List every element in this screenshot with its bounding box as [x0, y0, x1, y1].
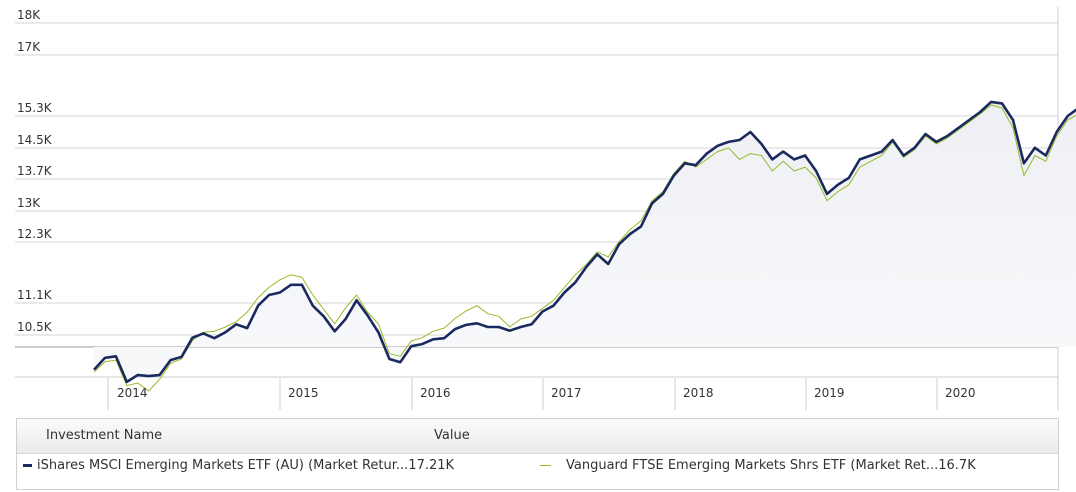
legend-table: Investment Name Value iShares MSCI Emerg…: [16, 418, 1059, 490]
legend-swatch-ishares: [23, 464, 32, 467]
legend-entry-vanguard[interactable]: Vanguard FTSE Emerging Markets Shrs ETF …: [566, 458, 976, 473]
y-tick-label: 12.3K: [17, 227, 53, 241]
legend-header: Investment Name Value: [17, 419, 1058, 454]
legend-swatch-vanguard: [540, 465, 551, 466]
legend-value-vanguard: 16.7K: [938, 458, 976, 473]
x-tick-label: 2017: [551, 386, 582, 400]
x-tick-label: 2020: [945, 386, 976, 400]
legend-entry-ishares[interactable]: iShares MSCI Emerging Markets ETF (AU) (…: [37, 458, 454, 473]
x-tick-label: 2019: [814, 386, 845, 400]
legend-name-vanguard: Vanguard FTSE Emerging Markets Shrs ETF …: [566, 458, 939, 473]
x-tick-label: 2016: [420, 386, 451, 400]
series-line-vanguard[interactable]: [93, 65, 1076, 392]
y-axis-labels: 18K 17K 15.3K 14.5K 13.7K 13K 12.3K 11.1K 10.5K: [17, 8, 53, 334]
y-tick-label: 17K: [17, 40, 41, 54]
series-line-ishares[interactable]: [93, 50, 1076, 384]
x-axis: 2014 2015 2016 2017 2018 2019 2020: [107, 378, 976, 410]
y-tick-label: 11.1K: [17, 288, 53, 302]
legend-name-ishares: iShares MSCI Emerging Markets ETF (AU) (…: [37, 458, 409, 473]
value-header: Value: [434, 428, 470, 443]
y-tick-label: 13.7K: [17, 164, 53, 178]
y-tick-label: 10.5K: [17, 320, 53, 334]
y-tick-label: 14.5K: [17, 133, 53, 147]
legend-value-ishares: 17.21K: [408, 458, 455, 473]
y-tick-label: 18K: [17, 8, 41, 22]
x-tick-label: 2015: [288, 386, 319, 400]
x-tick-label: 2018: [683, 386, 714, 400]
y-tick-label: 13K: [17, 196, 41, 210]
investment-name-header: Investment Name: [46, 428, 163, 443]
series-lines: [93, 50, 1076, 392]
y-tick-label: 15.3K: [17, 101, 53, 115]
series-area-fill: [94, 101, 1076, 382]
x-tick-label: 2014: [117, 386, 148, 400]
performance-chart: 18K17K15.3K14.5K13.7K13K12.3K11.1K10.5K …: [15, 7, 1076, 410]
